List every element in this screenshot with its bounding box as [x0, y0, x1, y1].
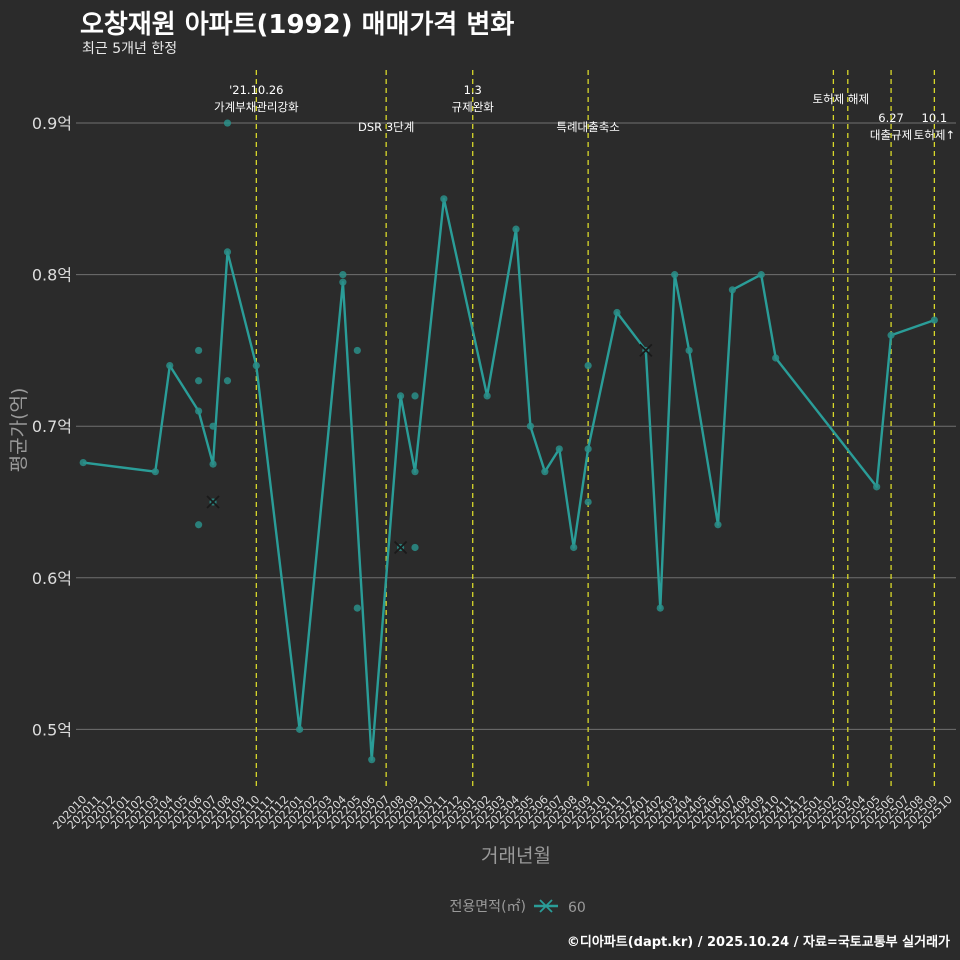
cross-marker	[393, 540, 408, 555]
data-point	[296, 725, 304, 733]
data-point	[714, 521, 722, 529]
data-point	[613, 308, 621, 317]
cross-marker	[639, 343, 653, 358]
data-point	[483, 392, 491, 400]
data-point	[195, 407, 203, 415]
event-label: 1.3	[464, 83, 482, 97]
data-point	[411, 468, 419, 476]
y-tick-label: 0.8억	[32, 266, 72, 285]
y-tick-label: 0.5억	[32, 720, 72, 739]
legend: 전용면적(㎡) 60	[450, 899, 586, 916]
data-point	[79, 458, 87, 467]
data-point	[584, 361, 592, 370]
data-point	[757, 271, 765, 279]
event-label: 토허제↑	[914, 128, 955, 142]
event-label: 가계부채관리강화	[214, 100, 299, 114]
data-point	[252, 361, 260, 370]
data-point	[195, 521, 203, 529]
data-point	[526, 422, 535, 430]
data-point	[584, 498, 592, 506]
data-point	[930, 316, 938, 324]
data-point	[440, 195, 448, 203]
data-point	[685, 346, 693, 355]
data-point	[411, 392, 419, 400]
data-point	[339, 278, 347, 286]
data-point	[353, 604, 361, 612]
y-tick-label: 0.9억	[32, 114, 72, 133]
data-point	[209, 460, 217, 468]
data-point	[223, 119, 232, 127]
data-point	[339, 271, 347, 279]
data-point	[353, 346, 361, 355]
data-point	[887, 331, 895, 339]
data-point	[368, 756, 376, 764]
series-line-60	[83, 197, 935, 761]
source-caption: ©디아파트(dapt.kr) / 2025.10.24 / 자료=국토교통부 실…	[566, 935, 950, 950]
data-point	[223, 248, 232, 256]
data-point	[541, 468, 549, 476]
y-tick-label: 0.6억	[32, 569, 72, 588]
chart-subtitle: 최근 5개년 한정	[82, 41, 178, 57]
series-layer	[79, 119, 938, 764]
data-point	[555, 445, 563, 453]
event-label: 6.27	[878, 111, 904, 125]
data-point	[570, 543, 578, 552]
event-label: 특례대출축소	[556, 120, 619, 134]
event-label: 10.1	[922, 111, 948, 125]
data-point	[772, 354, 780, 362]
x-axis-title: 거래년월	[481, 845, 551, 867]
data-point	[396, 392, 405, 400]
event-label: 토허제 해제	[813, 92, 870, 106]
y-axis-title: 평균가(억)	[8, 388, 30, 473]
data-point	[195, 346, 203, 355]
data-point	[873, 483, 881, 491]
data-point	[728, 286, 736, 294]
data-point	[411, 543, 419, 552]
legend-title: 전용면적(㎡)	[450, 899, 526, 915]
legend-cross-key	[539, 899, 553, 913]
grid-layer	[76, 122, 956, 730]
data-point	[512, 225, 520, 233]
event-label: 대출규제	[870, 128, 912, 142]
axis-layer: 0.5억0.6억0.7억0.8억0.9억20201020201120201220…	[8, 114, 955, 867]
data-point	[209, 422, 217, 430]
y-tick-label: 0.7억	[32, 417, 72, 436]
cross-marker	[206, 495, 220, 509]
event-label: '21.10.26	[229, 83, 283, 97]
data-point	[656, 604, 664, 612]
data-point	[195, 377, 203, 385]
data-point	[584, 445, 592, 453]
legend-label: 60	[568, 900, 586, 916]
event-label: DSR 3단계	[358, 120, 414, 134]
event-label: 규제완화	[452, 100, 495, 114]
chart-title: 오창재원 아파트(1992) 매매가격 변화	[80, 10, 515, 40]
data-point	[223, 377, 232, 385]
data-point	[671, 271, 679, 279]
data-point	[166, 361, 174, 370]
data-point	[151, 468, 159, 476]
